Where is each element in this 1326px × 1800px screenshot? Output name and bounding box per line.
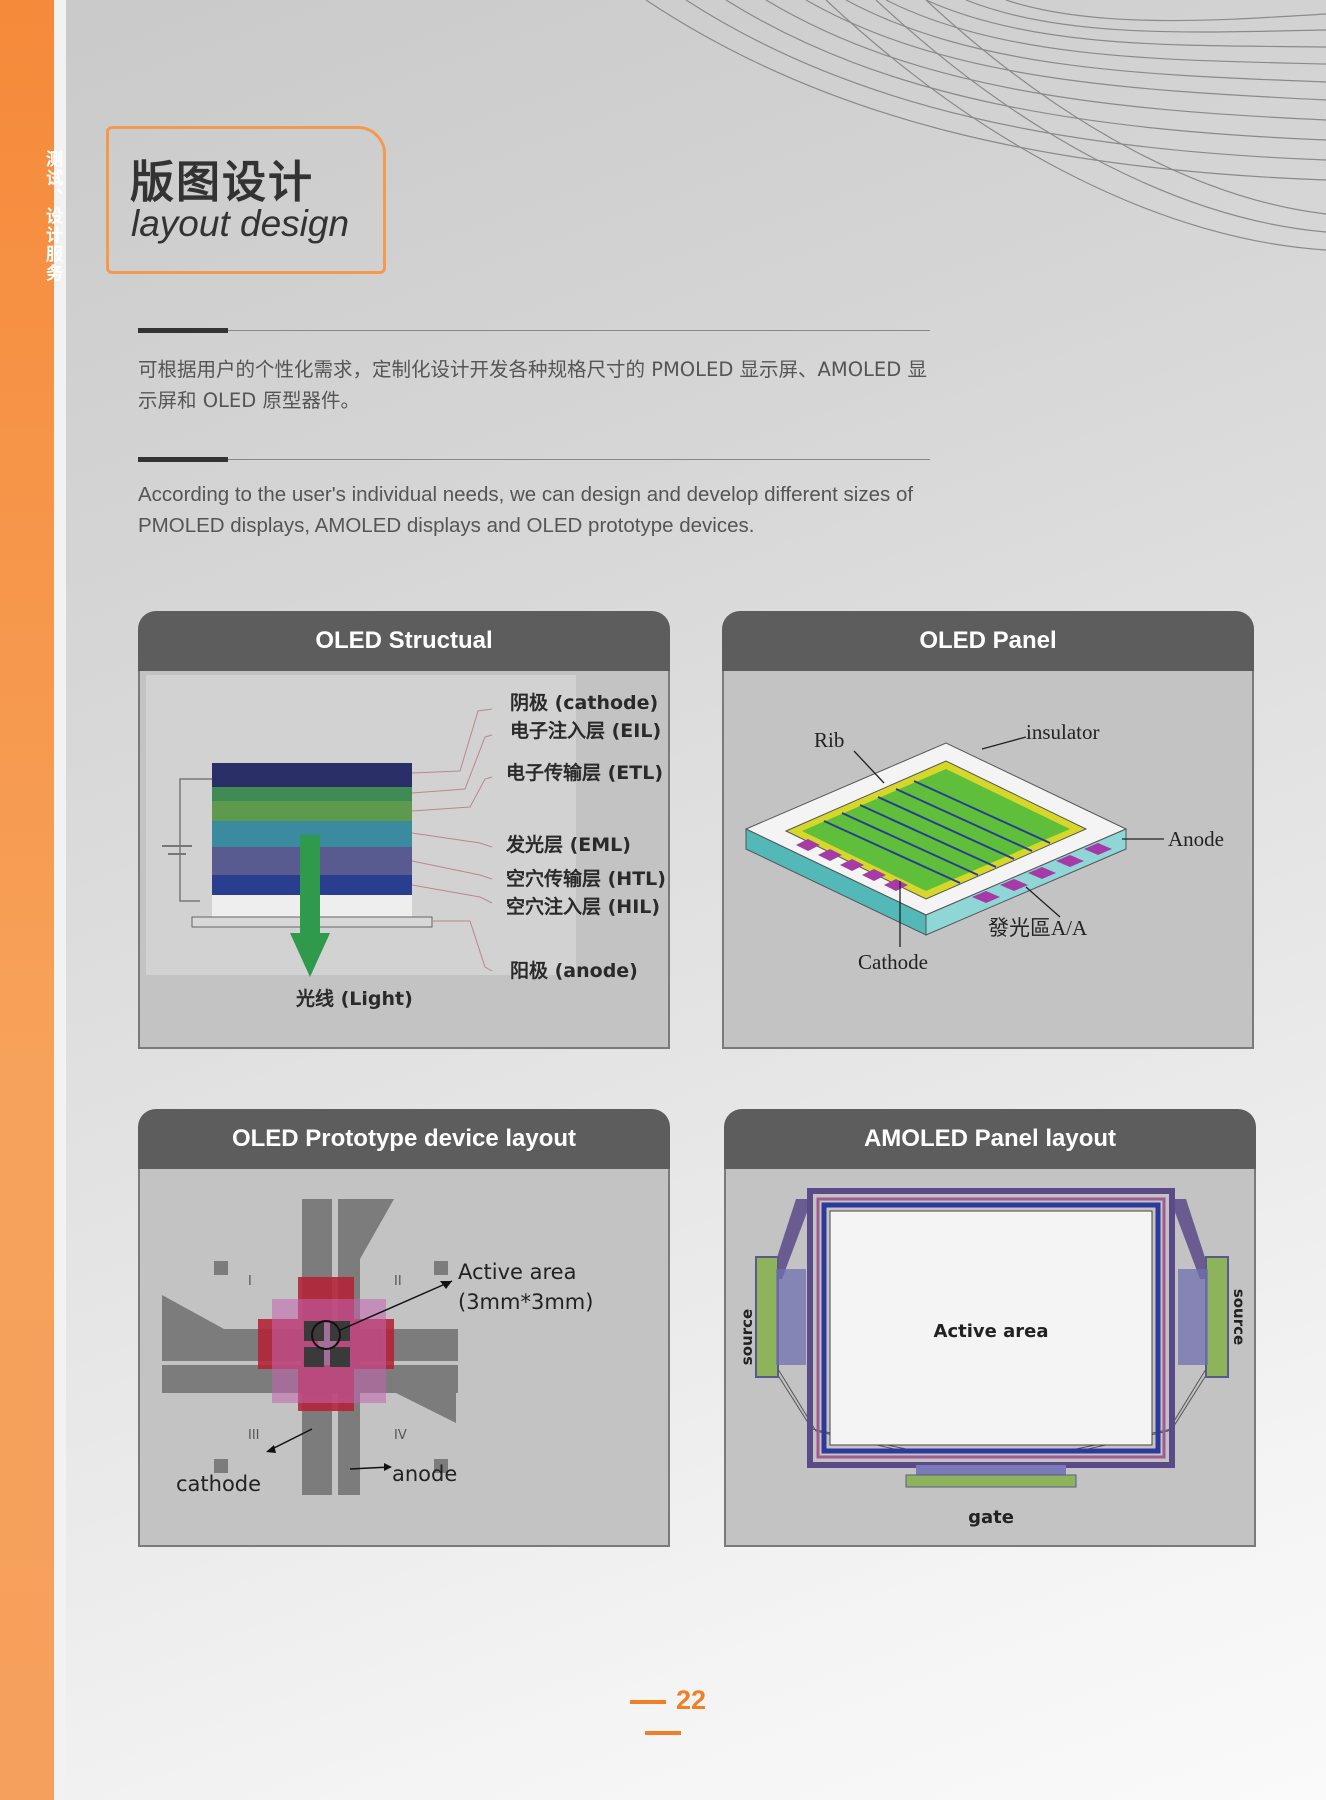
label-gate: gate xyxy=(968,1507,1014,1528)
decorative-wave-lines xyxy=(645,0,1326,251)
label-active-size: (3mm*3mm) xyxy=(458,1290,593,1314)
label-insulator: insulator xyxy=(1026,720,1100,744)
label-hil: 空穴注入层 (HIL) xyxy=(506,895,660,918)
quadrant-4-label: IV xyxy=(394,1428,407,1443)
prototype-layout-figure: I II III IV Active area (3mm*3mm) cathod… xyxy=(138,1169,670,1547)
side-strip xyxy=(54,0,66,1800)
sidebar-section-label: 测试、设计服务 xyxy=(42,150,62,283)
label-active-area: Active area xyxy=(458,1260,576,1284)
label-aa: 發光區A/A xyxy=(988,916,1088,940)
card-title: OLED Prototype device layout xyxy=(138,1109,670,1169)
orange-side-bar xyxy=(0,0,54,1800)
amoled-layout-figure: Active area gate source source xyxy=(724,1169,1256,1547)
label-rib: Rib xyxy=(814,728,844,752)
card-oled-prototype: OLED Prototype device layout xyxy=(138,1109,670,1547)
label-anode: Anode xyxy=(1168,827,1224,851)
card-oled-structure: OLED Structual xyxy=(138,611,670,1049)
oled-panel-figure: Rib insulator Anode 發光區A/A Cathode xyxy=(722,671,1254,1049)
intro-text-cn: 可根据用户的个性化需求，定制化设计开发各种规格尺寸的 PMOLED 显示屏、AM… xyxy=(138,358,927,412)
label-anode: anode xyxy=(392,1462,457,1486)
label-active-area: Active area xyxy=(934,1321,1049,1342)
label-eil: 电子注入层 (EIL) xyxy=(510,719,661,742)
label-cathode: Cathode xyxy=(858,950,928,974)
intro-text-en: According to the user's individual needs… xyxy=(138,483,914,537)
card-oled-panel: OLED Panel xyxy=(722,611,1254,1049)
page-title-cn: 版图设计 xyxy=(130,157,314,208)
quadrant-2-label: II xyxy=(394,1274,402,1289)
card-amoled-panel: AMOLED Panel layout xyxy=(724,1109,1256,1547)
label-source-right: source xyxy=(1230,1289,1248,1345)
label-cathode: cathode xyxy=(176,1472,261,1496)
quadrant-3-label: III xyxy=(248,1428,260,1443)
oled-structure-figure: 阴极 (cathode) 电子注入层 (EIL) 电子传输层 (ETL) 发光层… xyxy=(138,671,670,1049)
quadrant-1-label: I xyxy=(248,1274,252,1289)
label-eml: 发光层 (EML) xyxy=(505,833,631,856)
label-cathode: 阴极 (cathode) xyxy=(510,691,658,714)
label-light: 光线 (Light) xyxy=(295,987,413,1010)
card-title: OLED Panel xyxy=(722,611,1254,671)
label-htl: 空穴传输层 (HTL) xyxy=(506,867,666,890)
card-title: AMOLED Panel layout xyxy=(724,1109,1256,1169)
page-number-value: 22 xyxy=(675,1685,707,1715)
page-title-en: layout design xyxy=(131,203,350,244)
label-source-left: source xyxy=(738,1309,756,1365)
card-title: OLED Structual xyxy=(138,611,670,671)
page-number: 22 xyxy=(598,1685,728,1747)
divider-en xyxy=(138,457,930,462)
label-anode: 阳极 (anode) xyxy=(510,959,638,982)
label-etl: 电子传输层 (ETL) xyxy=(506,761,663,784)
title-frame xyxy=(106,126,386,274)
divider-cn xyxy=(138,328,930,333)
